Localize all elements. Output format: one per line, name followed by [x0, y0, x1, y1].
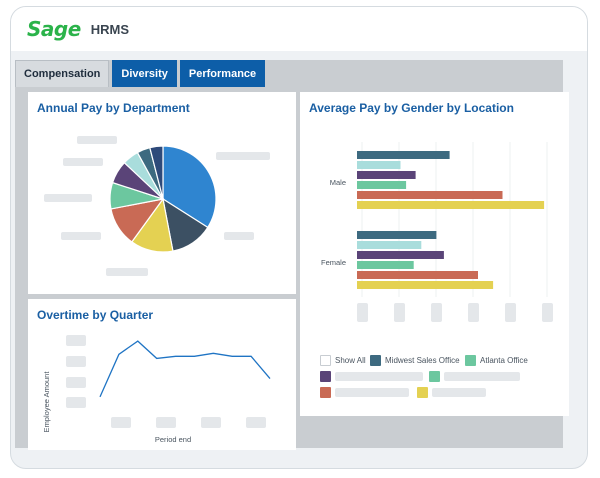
gender-bar[interactable] — [357, 181, 407, 189]
x-tick-placeholder — [542, 303, 553, 322]
overtime-line-chart[interactable]: Employee Amount Period end — [28, 299, 296, 450]
overtime-title: Overtime by Quarter — [37, 308, 154, 322]
overtime-ylabel: Employee Amount — [42, 371, 51, 433]
pie-label-placeholder — [224, 232, 254, 240]
tab-compensation[interactable]: Compensation — [15, 60, 110, 87]
x-tick-placeholder — [111, 417, 131, 428]
gender-bar[interactable] — [357, 161, 401, 169]
x-tick-placeholder — [394, 303, 405, 322]
legend-swatch-icon — [370, 355, 381, 366]
legend-label-placeholder — [444, 372, 520, 381]
overtime-card: Overtime by Quarter Employee Amount Peri… — [28, 299, 296, 450]
legend-swatch-icon — [429, 371, 440, 382]
pie-label-placeholder — [44, 194, 92, 202]
x-tick-placeholder — [431, 303, 442, 322]
gender-pay-card: Average Pay by Gender by Location Male F… — [300, 92, 569, 416]
legend-midwest[interactable]: Midwest Sales Office — [370, 355, 460, 366]
tab-performance[interactable]: Performance — [179, 60, 266, 87]
gender-bar[interactable] — [357, 281, 494, 289]
pie-label-placeholder — [63, 158, 103, 166]
gender-bar[interactable] — [357, 261, 414, 269]
gender-pay-title: Average Pay by Gender by Location — [309, 101, 514, 115]
x-tick-placeholder — [505, 303, 516, 322]
y-tick-placeholder — [66, 356, 86, 367]
annual-pay-title: Annual Pay by Department — [37, 101, 190, 115]
legend-swatch-icon — [320, 387, 331, 398]
legend-label-placeholder — [335, 372, 423, 381]
gender-bar-chart[interactable]: Male Female — [300, 92, 569, 416]
pie-label-placeholder — [77, 136, 117, 144]
legend-label: Atlanta Office — [480, 356, 528, 365]
pie-label-placeholder — [61, 232, 101, 240]
legend-label: Midwest Sales Office — [385, 356, 460, 365]
gender-bar[interactable] — [357, 151, 450, 159]
pie-label-placeholder — [106, 268, 148, 276]
pie-label-placeholder — [216, 152, 270, 160]
y-tick-placeholder — [66, 397, 86, 408]
checkbox-icon — [320, 355, 331, 366]
y-tick-placeholder — [66, 335, 86, 346]
legend-item-placeholder[interactable] — [320, 387, 409, 398]
app-title: HRMS — [90, 21, 130, 37]
y-tick-placeholder — [66, 377, 86, 388]
legend-swatch-icon — [417, 387, 428, 398]
legend-swatch-icon — [465, 355, 476, 366]
x-tick-placeholder — [156, 417, 176, 428]
gender-bar[interactable] — [357, 171, 416, 179]
x-tick-placeholder — [357, 303, 368, 322]
category-label-female: Female — [321, 258, 346, 267]
legend-item-placeholder[interactable] — [429, 371, 520, 382]
app-header: Sage HRMS — [11, 7, 587, 51]
x-tick-placeholder — [201, 417, 221, 428]
legend-label: Show All — [335, 356, 366, 365]
overtime-series-line[interactable] — [99, 340, 271, 398]
gender-bar[interactable] — [357, 231, 437, 239]
gender-bar[interactable] — [357, 271, 478, 279]
category-label-male: Male — [330, 178, 346, 187]
legend-show-all[interactable]: Show All — [320, 355, 366, 366]
x-tick-placeholder — [468, 303, 479, 322]
legend-atlanta[interactable]: Atlanta Office — [465, 355, 528, 366]
legend-label-placeholder — [335, 388, 409, 397]
gender-bar[interactable] — [357, 251, 444, 259]
dashboard-tabs: Compensation Diversity Performance — [15, 60, 266, 87]
gender-bar[interactable] — [357, 201, 545, 209]
legend-label-placeholder — [432, 388, 486, 397]
x-tick-placeholder — [246, 417, 266, 428]
gender-bar[interactable] — [357, 191, 503, 199]
gender-bar[interactable] — [357, 241, 422, 249]
sage-logo[interactable]: Sage — [27, 17, 81, 41]
legend-item-placeholder[interactable] — [417, 387, 486, 398]
annual-pay-card: Annual Pay by Department — [28, 92, 296, 294]
tab-diversity[interactable]: Diversity — [112, 60, 177, 87]
legend-item-placeholder[interactable] — [320, 371, 423, 382]
overtime-xlabel: Period end — [155, 435, 191, 444]
pie-chart[interactable] — [28, 92, 296, 294]
legend-swatch-icon — [320, 371, 331, 382]
pie-slice[interactable] — [149, 145, 164, 200]
